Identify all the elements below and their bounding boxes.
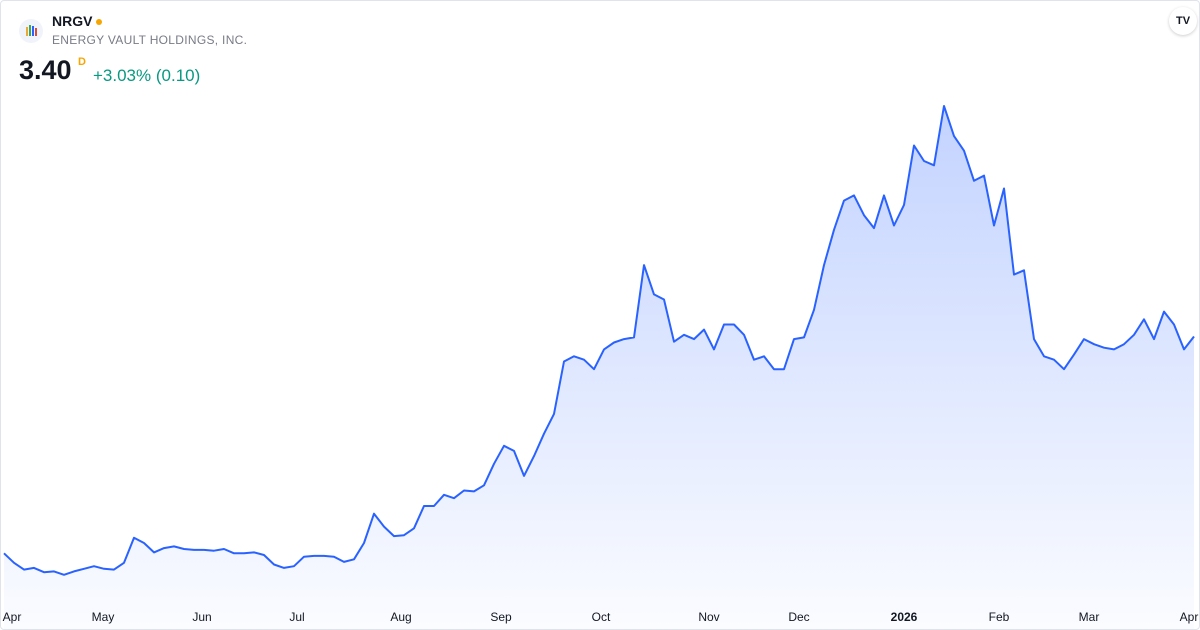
change: +3.03% (0.10) — [93, 66, 201, 85]
x-tick-label: Dec — [788, 610, 809, 624]
x-tick-label: Feb — [989, 610, 1010, 624]
status-dot — [96, 19, 103, 26]
logo — [19, 19, 43, 43]
x-tick-label: Aug — [390, 610, 411, 624]
x-tick-label: Mar — [1079, 610, 1100, 624]
company-name: ENERGY VAULT HOLDINGS, INC. — [52, 33, 248, 47]
x-tick-label: Sep — [490, 610, 512, 624]
x-tick-label: Jun — [192, 610, 211, 624]
x-tick-label: Jul — [289, 610, 304, 624]
x-tick-label: Apr — [1180, 610, 1199, 624]
logo-icon — [26, 25, 37, 36]
price-line — [3, 105, 1195, 576]
x-tick-label: 2026 — [891, 610, 918, 624]
x-tick-label: Apr — [3, 610, 22, 624]
area-fill — [4, 106, 1194, 629]
flag: D — [78, 56, 86, 68]
x-tick-label: May — [92, 610, 115, 624]
x-tick-label: Nov — [698, 610, 719, 624]
x-tick-label: Oct — [592, 610, 611, 624]
symbol: NRGV — [52, 13, 93, 29]
brand-logo[interactable]: TV — [1169, 7, 1197, 35]
price: 3.40 — [19, 55, 72, 85]
